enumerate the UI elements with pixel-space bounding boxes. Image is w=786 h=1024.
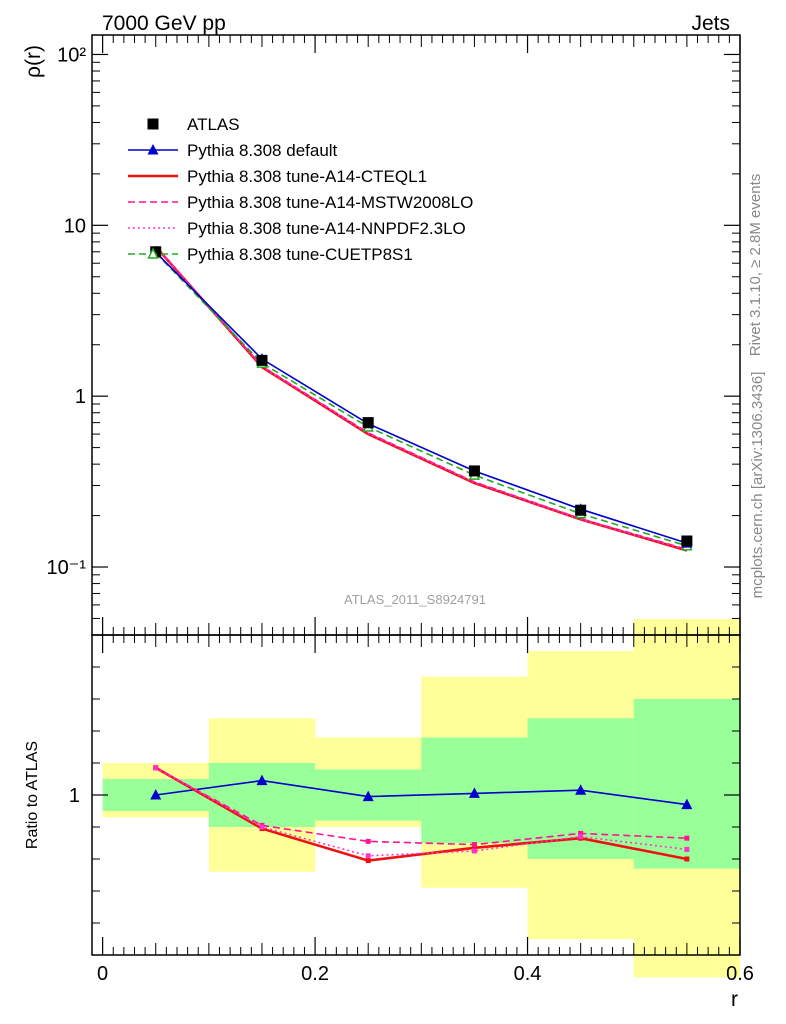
x-tick-label: 0 xyxy=(97,963,108,985)
ratio-marker-3 xyxy=(365,853,371,859)
series-0-marker xyxy=(468,465,480,477)
axes: 10⁻¹ 1 10 10² 0 0.2 0.4 0.6 1 xyxy=(47,35,754,985)
ratio-y-tick-label: 1 xyxy=(69,785,80,807)
series-line-4 xyxy=(155,246,688,551)
ratio-marker-1 xyxy=(471,845,477,851)
series-0-marker xyxy=(256,354,268,366)
main-series xyxy=(150,245,693,552)
ratio-line-0 xyxy=(155,779,687,806)
series-0-marker xyxy=(362,417,374,429)
ratio-band-inner xyxy=(208,763,316,827)
ratio-marker-1 xyxy=(365,858,371,864)
ratio-marker-2 xyxy=(365,838,371,844)
rivet-label: Rivet 3.1.10, ≥ 2.8M events xyxy=(747,174,764,357)
x-tick-label: 0.2 xyxy=(301,963,329,985)
source-label: mcplots.cern.ch [arXiv:1306.3436] xyxy=(749,372,766,599)
ratio-marker-0 xyxy=(150,789,162,800)
watermark: ATLAS_2011_S8924791 xyxy=(344,592,486,607)
legend-label-1: Pythia 8.308 default xyxy=(187,141,338,160)
ratio-marker-0 xyxy=(468,787,480,798)
legend-marker-5 xyxy=(147,247,159,259)
series-line-1 xyxy=(155,251,688,544)
legend-label-0: ATLAS xyxy=(187,115,240,134)
ratio-marker-2 xyxy=(578,830,584,836)
ratio-band-inner xyxy=(633,699,740,869)
main-y-tick-label: 10 xyxy=(64,215,86,237)
main-y-tick-label: 10² xyxy=(57,44,86,66)
ratio-marker-3 xyxy=(578,834,584,840)
series-line-5 xyxy=(155,252,688,547)
legend-label-4: Pythia 8.308 tune-A14-NNPDF2.3LO xyxy=(187,219,466,238)
series-line-3 xyxy=(155,246,688,551)
ratio-marker-0 xyxy=(362,790,374,802)
legend: ATLAS Pythia 8.308 default Pythia 8.308 tu… xyxy=(128,115,473,264)
x-tick-label: 0.4 xyxy=(514,963,542,985)
legend-label-5: Pythia 8.308 tune-CUETP8S1 xyxy=(187,245,413,264)
ratio-marker-1 xyxy=(684,856,690,862)
series-line-2 xyxy=(154,245,688,552)
ratio-marker-3 xyxy=(259,824,265,830)
x-tick-label: 0.6 xyxy=(726,963,754,985)
ratio-line-3 xyxy=(155,767,687,857)
ratio-series xyxy=(150,765,693,864)
header-left: 7000 GeV pp xyxy=(102,12,226,35)
ratio-marker-3 xyxy=(684,846,690,852)
legend-label-2: Pythia 8.308 tune-A14-CTEQL1 xyxy=(187,167,427,186)
series-0-marker xyxy=(681,535,693,547)
series-0-marker xyxy=(575,504,587,516)
ratio-marker-2 xyxy=(684,835,690,841)
ratio-marker-3 xyxy=(153,765,159,771)
ratio-marker-3 xyxy=(471,848,477,854)
ratio-marker-0 xyxy=(681,798,693,810)
main-y-axis-label: ρ(r) xyxy=(22,45,45,78)
legend-label-3: Pythia 8.308 tune-A14-MSTW2008LO xyxy=(187,193,473,212)
legend-marker-0 xyxy=(147,118,159,130)
ratio-marker-2 xyxy=(471,842,477,848)
header-right: Jets xyxy=(691,12,730,35)
ratio-marker-0 xyxy=(575,784,587,795)
ratio-y-axis-label: Ratio to ATLAS xyxy=(24,741,41,849)
ratio-line-1 xyxy=(155,766,688,862)
main-y-tick-label: 10⁻¹ xyxy=(47,557,87,579)
x-axis-label: r xyxy=(731,988,738,1011)
legend-marker-1 xyxy=(147,144,159,155)
ratio-marker-0 xyxy=(256,774,268,786)
series-0-marker xyxy=(150,246,162,258)
ratio-line-2 xyxy=(155,767,687,846)
main-y-tick-label: 1 xyxy=(75,386,86,408)
